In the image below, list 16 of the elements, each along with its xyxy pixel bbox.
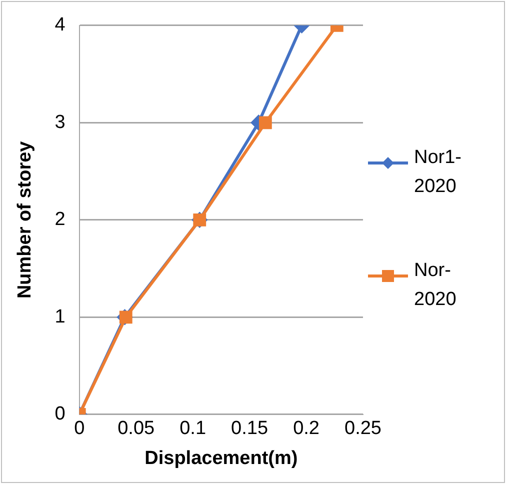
x-tick-label: 0.2 [293,418,320,440]
y-tick-label: 4 [54,14,66,36]
y-tick-label: 0 [54,404,66,425]
x-tick-label: 0.05 [118,418,155,440]
y-tick-label: 3 [54,112,66,133]
y-tick-label: 1 [54,306,66,328]
y-tick-label: 2 [54,209,66,230]
x-tick-label: 0.25 [344,418,382,440]
legend-label: Nor1-2020 [414,146,463,199]
y-axis-title: Number of storey [14,140,36,299]
point [258,116,272,130]
x-tick-label: 0.15 [231,418,268,440]
x-tick-label: 0.1 [180,418,206,440]
legend-label: Nor-2020 [414,259,458,312]
x-axis-title: Displacement(m) [144,448,298,469]
x-tick-label: 0 [74,418,85,440]
